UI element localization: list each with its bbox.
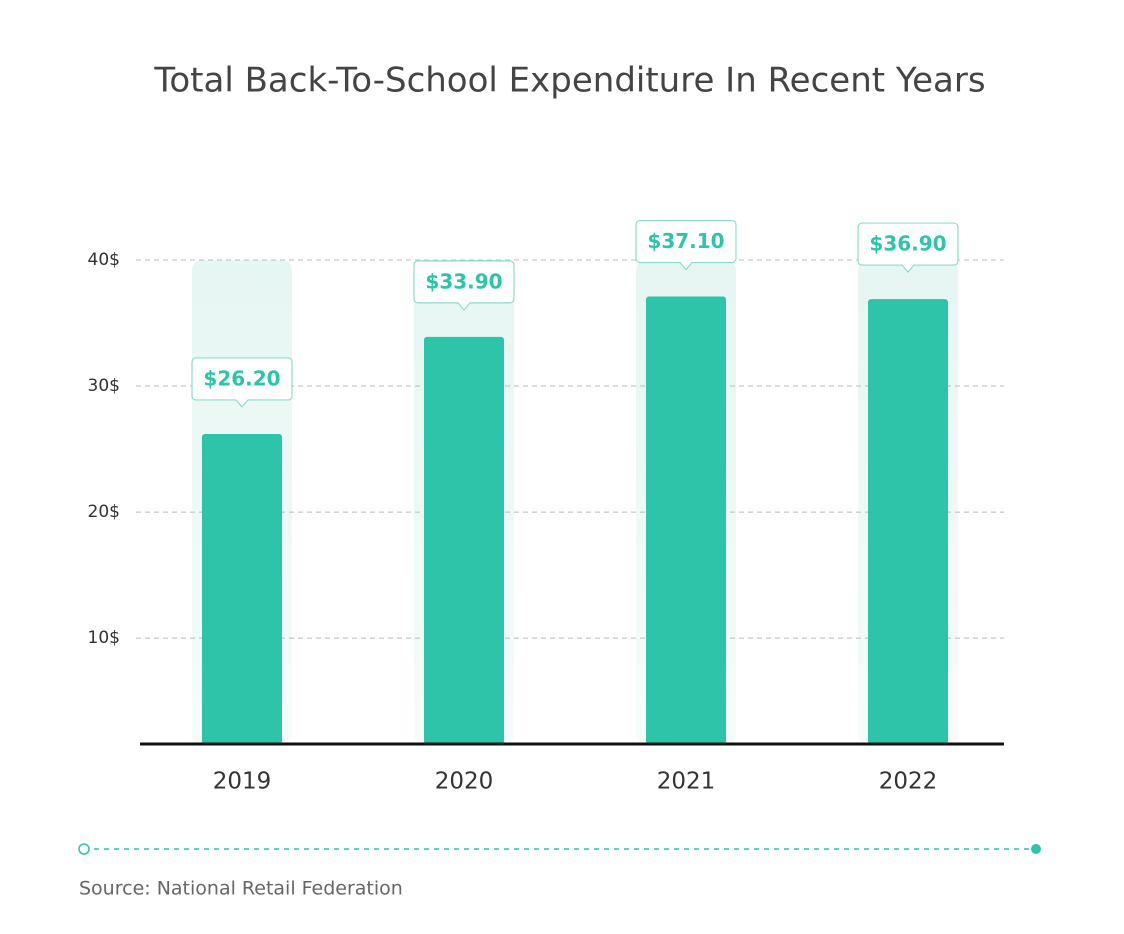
bar: [868, 299, 948, 744]
x-tick-label: 2022: [879, 769, 938, 795]
divider-end: [1031, 844, 1041, 854]
value-callout: $36.90: [857, 222, 959, 273]
value-callout: $26.20: [191, 357, 293, 408]
value-callout: $33.90: [413, 260, 515, 311]
value-label: $36.90: [869, 232, 946, 256]
bar: [202, 433, 282, 744]
x-tick-label: 2020: [435, 769, 494, 795]
x-tick-label: 2021: [657, 769, 716, 795]
bar: [646, 296, 726, 744]
callout-box: [857, 222, 959, 273]
y-tick-label: 10$: [88, 628, 120, 648]
callout-box: [413, 260, 515, 311]
source: Source: National Retail Federation: [79, 878, 403, 900]
y-tick-label: 40$: [88, 250, 120, 270]
value-callout: $37.10: [635, 219, 737, 271]
value-label: $26.20: [203, 366, 280, 390]
divider-start: [78, 843, 90, 855]
y-tick-label: 30$: [88, 376, 120, 396]
callout-box: [191, 357, 293, 408]
value-label: $33.90: [425, 269, 502, 293]
bar: [424, 336, 504, 744]
callout-box: [635, 219, 737, 271]
value-label: $37.10: [647, 229, 724, 253]
x-tick-label: 2019: [213, 769, 272, 795]
chart-title: Total Back-To-School Expenditure In Rece…: [153, 61, 985, 101]
y-tick-label: 20$: [88, 502, 120, 522]
